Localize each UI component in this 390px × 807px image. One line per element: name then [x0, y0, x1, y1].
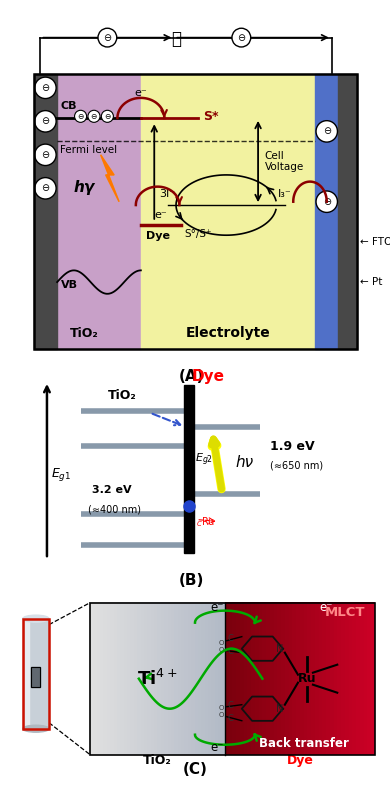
Text: (B): (B) [178, 573, 204, 587]
Bar [25, 619, 29, 729]
Text: ⊖: ⊖ [41, 150, 50, 160]
Circle shape [232, 28, 251, 47]
Text: ⊖: ⊖ [323, 197, 331, 207]
Text: Ti$^{4+}$: Ti$^{4+}$ [137, 669, 178, 688]
Text: C: C [228, 714, 234, 723]
Text: O: O [218, 640, 224, 646]
Text: $E_{g1}$: $E_{g1}$ [51, 466, 71, 483]
Text: Electrolyte: Electrolyte [186, 326, 270, 341]
Text: e⁻: e⁻ [319, 601, 333, 614]
Bar [31, 667, 41, 687]
Bar [57, 74, 141, 349]
Text: 1.9 eV: 1.9 eV [270, 441, 315, 454]
Text: ⊖: ⊖ [41, 83, 50, 93]
Text: MLCT: MLCT [324, 606, 365, 619]
Circle shape [35, 178, 56, 199]
Bar [141, 74, 315, 349]
Text: VB: VB [60, 281, 78, 291]
Circle shape [101, 111, 113, 123]
Text: TiO₂: TiO₂ [69, 328, 98, 341]
Bar [184, 385, 194, 553]
Text: Dye: Dye [286, 754, 313, 767]
Text: (≈400 nm): (≈400 nm) [88, 504, 141, 515]
Text: ← Pt: ← Pt [360, 277, 383, 287]
Circle shape [35, 77, 56, 98]
Text: 3I⁻: 3I⁻ [160, 189, 176, 199]
Text: C: C [228, 647, 234, 656]
Text: ⊖: ⊖ [91, 112, 97, 121]
Text: ⊖: ⊖ [323, 127, 331, 136]
Ellipse shape [23, 615, 49, 622]
Text: e⁻: e⁻ [135, 88, 147, 98]
Circle shape [316, 191, 337, 212]
Circle shape [35, 111, 56, 132]
Text: 3.2 eV: 3.2 eV [92, 485, 131, 495]
Polygon shape [101, 155, 119, 202]
Text: ⊖: ⊖ [237, 32, 245, 43]
Text: (≈650 nm): (≈650 nm) [270, 460, 323, 470]
Text: O: O [218, 705, 224, 711]
Bar [339, 74, 357, 349]
Text: ⊖: ⊖ [104, 112, 110, 121]
Text: $_{C}$Ru: $_{C}$Ru [196, 516, 216, 529]
Text: S°/S⁺: S°/S⁺ [184, 229, 212, 239]
Text: hγ: hγ [74, 180, 95, 194]
Text: CB: CB [60, 101, 77, 111]
Text: Ru: Ru [298, 672, 317, 685]
Bar [31, 667, 41, 687]
Text: ← FTO: ← FTO [360, 237, 390, 247]
Bar [315, 74, 339, 349]
Text: O: O [218, 646, 224, 653]
Text: I₃⁻: I₃⁻ [278, 189, 292, 199]
Text: ⊖: ⊖ [103, 32, 112, 43]
Circle shape [316, 121, 337, 142]
Text: e⁻: e⁻ [211, 601, 224, 614]
Text: Back transfer: Back transfer [259, 738, 349, 751]
Circle shape [35, 144, 56, 165]
Text: ⊖: ⊖ [41, 183, 50, 194]
Bar [34, 74, 57, 349]
Circle shape [74, 111, 87, 123]
Circle shape [98, 28, 117, 47]
Text: C: C [228, 634, 234, 643]
Text: TiO₂: TiO₂ [108, 389, 137, 402]
Polygon shape [101, 155, 119, 202]
Text: (A): (A) [178, 369, 204, 384]
Text: e⁻: e⁻ [154, 211, 167, 220]
Bar [90, 603, 375, 755]
Text: $E_{g2}$: $E_{g2}$ [195, 452, 213, 468]
Text: (C): (C) [183, 762, 207, 777]
Text: hν: hν [236, 454, 254, 470]
Text: TiO₂: TiO₂ [143, 754, 172, 767]
Text: N: N [276, 704, 283, 713]
Text: ⊖: ⊖ [77, 112, 84, 121]
Circle shape [88, 111, 100, 123]
Text: Dye: Dye [192, 369, 225, 384]
Ellipse shape [23, 725, 49, 732]
Text: e⁻: e⁻ [211, 742, 224, 755]
Text: Dye: Dye [145, 231, 170, 240]
Text: ⊖: ⊖ [41, 116, 50, 127]
Bar [34, 74, 357, 349]
Text: Fermi level: Fermi level [60, 144, 118, 155]
Text: 💡: 💡 [171, 31, 181, 48]
Text: Cell
Voltage: Cell Voltage [265, 151, 304, 173]
Text: S*: S* [203, 110, 218, 123]
Bar [23, 619, 49, 729]
Text: C: C [228, 701, 234, 710]
Text: O: O [218, 712, 224, 717]
Bar [23, 619, 49, 729]
Text: N: N [276, 644, 283, 654]
